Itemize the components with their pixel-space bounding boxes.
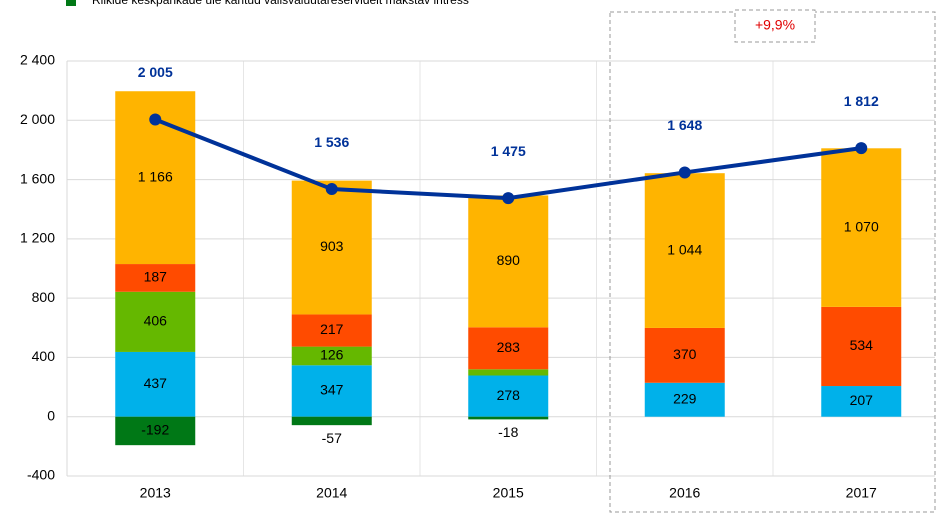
data-label: 278 [497,387,521,403]
line-point [855,142,868,155]
x-tick-label: 2016 [669,485,700,501]
data-label: 217 [320,321,344,337]
data-label: 437 [144,375,168,391]
bar-segment [115,291,196,352]
bar-segment [291,365,372,417]
line-point [149,113,162,126]
bar-segment [291,314,372,347]
bar-segment [468,416,549,420]
data-label: 903 [320,238,344,254]
bar-segment [115,416,196,446]
legend-swatch [66,0,76,6]
data-label: 534 [850,337,874,353]
line-point [325,183,338,196]
data-label: 1 044 [667,241,702,257]
data-label: -18 [498,424,518,440]
y-tick-label: 400 [32,348,56,364]
data-label: 1 070 [844,218,879,234]
y-tick-label: 2 000 [20,111,55,127]
annotation: +9,9% [755,17,795,33]
bar-segment [468,375,549,417]
bar-segment [115,351,196,417]
data-label: 229 [673,390,697,406]
y-tick-label: 800 [32,289,56,305]
line-label: 1 475 [491,143,526,159]
line-point [502,192,515,205]
data-label: 187 [144,269,168,285]
data-label: 283 [497,339,521,355]
y-tick-label: 1 200 [20,230,55,246]
data-label: 406 [144,313,168,329]
bar-segment [468,369,549,376]
y-tick-label: -400 [27,467,55,483]
bar-segment [468,195,549,328]
bar-segment [821,386,902,417]
bar-segment [291,346,372,366]
bar-segment [644,327,725,383]
data-label: 370 [673,346,697,362]
line-point [678,166,691,179]
data-label: 1 166 [138,168,173,184]
bar-segment [821,306,902,387]
bar-segment [644,173,725,328]
plot: -400 0 400 800 1 200 1 600 2 000 2 400 2013 437 40… [20,0,902,501]
bar-segment [291,416,372,426]
line-label: 1 648 [667,117,702,133]
data-label: -192 [141,422,169,438]
line-label: 1 812 [844,93,879,109]
x-tick-label: 2015 [493,485,524,501]
bar-segment [644,382,725,417]
y-tick-label: 0 [47,407,55,423]
x-tick-label: 2013 [140,485,171,501]
bar-segment [468,327,549,370]
annotation-box [734,9,816,43]
line-label: 1 536 [314,134,349,150]
data-label: 347 [320,382,344,398]
bar-segment [115,264,196,292]
bar-segment [821,148,902,307]
legend-label: Riikide keskpankade üle kantud välisvalu… [92,0,469,7]
y-tick-label: 2 400 [20,52,55,68]
x-tick-label: 2017 [846,485,877,501]
data-label: 126 [320,347,344,363]
data-label: 890 [497,252,521,268]
total-line [154,117,862,201]
y-tick-label: 1 600 [20,170,55,186]
bar-segment [291,180,372,315]
data-label: 207 [850,392,874,408]
line-label: 2 005 [138,64,173,80]
x-tick-label: 2014 [316,485,347,501]
data-label: -57 [322,430,342,446]
